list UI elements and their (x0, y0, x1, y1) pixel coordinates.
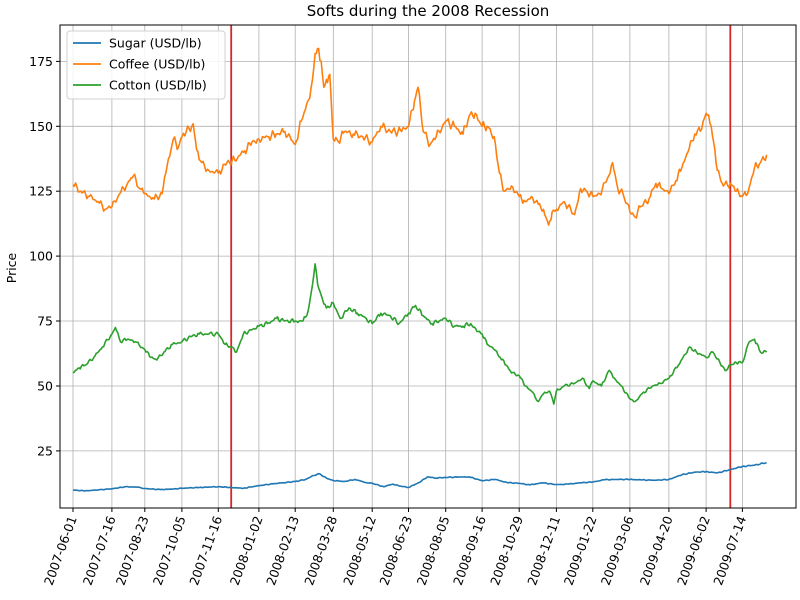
y-tick-label: 75 (37, 314, 53, 329)
y-axis: 25 50 75 100 125 150 175 (29, 54, 60, 458)
y-tick-label: 175 (29, 54, 53, 69)
y-tick-label: 100 (29, 249, 53, 264)
y-axis-label: Price (4, 252, 19, 283)
legend-box (66, 30, 226, 100)
series-lines (72, 47, 768, 492)
series-line-2 (72, 47, 768, 226)
y-tick-label: 50 (37, 379, 53, 394)
legend-label: Coffee (USD/lb) (109, 57, 205, 72)
plot-frame (59, 24, 797, 509)
recession-markers (230, 25, 732, 508)
legend-label: Sugar (USD/lb) (109, 36, 202, 51)
y-tick-label: 25 (37, 443, 53, 458)
y-tick-label: 125 (29, 184, 53, 199)
chart-title: Softs during the 2008 Recession (307, 2, 550, 20)
legend: Sugar (USD/lb) Coffee (USD/lb) Cotton (USD… (66, 30, 226, 100)
series-line-1 (72, 461, 767, 492)
y-tick-label: 150 (29, 119, 53, 134)
series-line-3 (72, 263, 768, 405)
legend-label: Cotton (USD/lb) (109, 78, 207, 93)
grid (60, 25, 796, 508)
